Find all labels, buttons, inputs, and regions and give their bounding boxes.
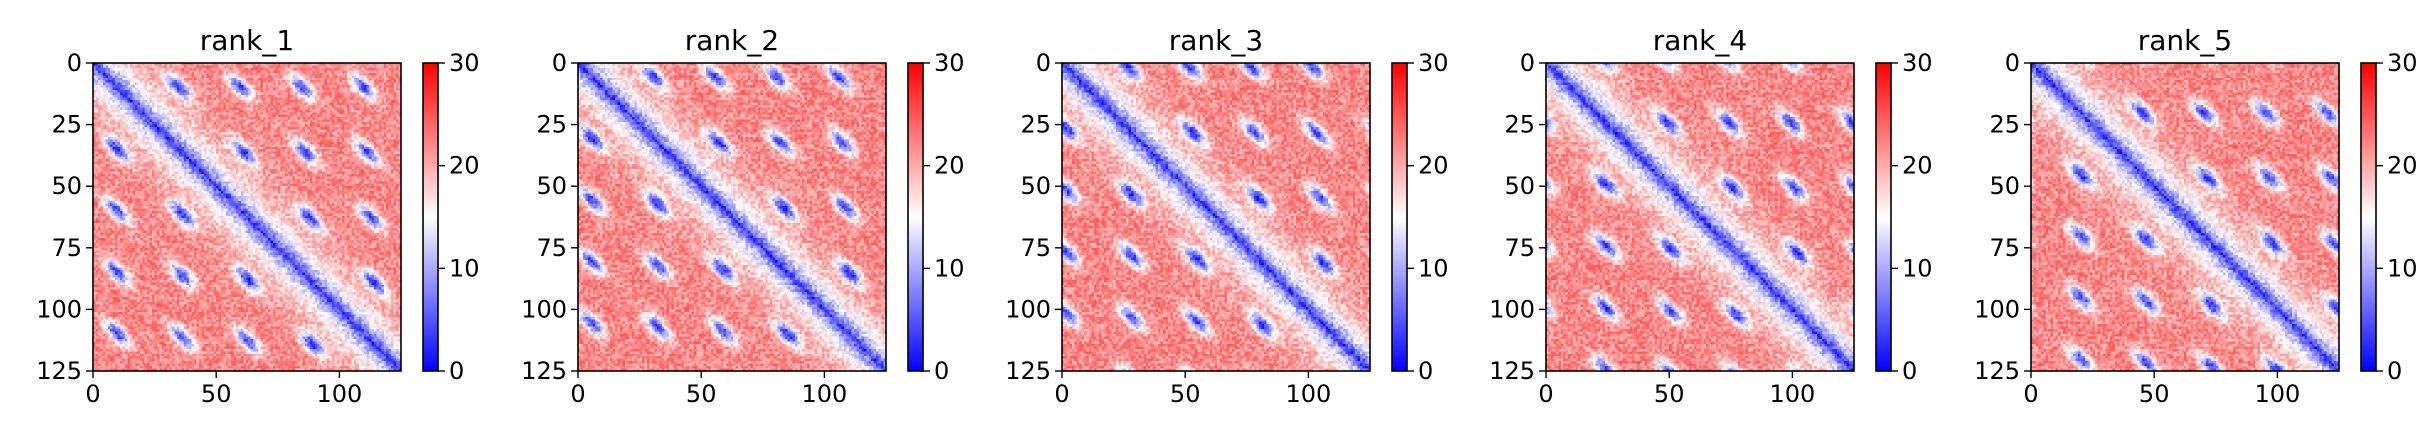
y-tick-label: 0 [552, 49, 567, 77]
x-tick-label: 100 [1285, 380, 1331, 408]
colorbar-tick-label: 0 [934, 357, 949, 385]
x-tick-label: 0 [2023, 380, 2038, 408]
x-tick-label: 50 [686, 380, 717, 408]
x-tick-label: 0 [1538, 380, 1553, 408]
colorbar-tick-label: 10 [2387, 254, 2418, 282]
colorbar [1392, 63, 1407, 371]
y-tick-label: 25 [536, 111, 567, 139]
colorbar-frame [907, 62, 924, 372]
y-tick-label: 25 [1989, 111, 2020, 139]
colorbar-tick-label: 30 [2387, 49, 2418, 77]
subplot-title: rank_4 [1653, 24, 1747, 57]
y-tick-label: 0 [1036, 49, 1051, 77]
y-tick-label: 50 [1020, 172, 1051, 200]
colorbar-tick-label: 10 [449, 254, 480, 282]
y-tick-label: 0 [67, 49, 82, 77]
y-tick-label: 100 [1005, 295, 1051, 323]
y-tick-label: 100 [1489, 295, 1535, 323]
heatmap-image [1546, 63, 1854, 371]
x-tick-label: 0 [1054, 380, 1069, 408]
x-tick-label: 100 [1769, 380, 1815, 408]
plot-frame [577, 62, 887, 372]
colorbar-tick-label: 10 [934, 254, 965, 282]
subplot-title: rank_1 [200, 24, 294, 57]
plot-frame [92, 62, 402, 372]
colorbar-frame [422, 62, 439, 372]
x-tick-label: 100 [316, 380, 362, 408]
y-tick-label: 50 [1504, 172, 1535, 200]
colorbar-tick-label: 30 [1418, 49, 1449, 77]
colorbar-tick-label: 10 [1418, 254, 1449, 282]
colorbar-frame [1875, 62, 1892, 372]
y-tick-label: 75 [1989, 234, 2020, 262]
colorbar-tick-label: 20 [1418, 152, 1449, 180]
heatmap-image [1062, 63, 1370, 371]
heatmap-image [2031, 63, 2339, 371]
colorbar-tick-label: 20 [1902, 152, 1933, 180]
colorbar-frame [2360, 62, 2377, 372]
colorbar-tick-label: 10 [1902, 254, 1933, 282]
x-tick-label: 0 [85, 380, 100, 408]
colorbar-frame [1391, 62, 1408, 372]
colorbar-tick-label: 30 [1902, 49, 1933, 77]
subplot-title: rank_5 [2138, 24, 2232, 57]
colorbar-tick-label: 0 [1418, 357, 1433, 385]
heatmap-image [93, 63, 401, 371]
x-tick-label: 50 [201, 380, 232, 408]
y-tick-label: 25 [1504, 111, 1535, 139]
x-tick-label: 100 [2254, 380, 2300, 408]
x-tick-label: 50 [1654, 380, 1685, 408]
y-tick-label: 50 [536, 172, 567, 200]
colorbar [423, 63, 438, 371]
plot-frame [1061, 62, 1371, 372]
y-tick-label: 100 [36, 295, 82, 323]
y-tick-label: 100 [521, 295, 567, 323]
subplot-title: rank_2 [685, 24, 779, 57]
colorbar-tick-label: 20 [934, 152, 965, 180]
subplot-title: rank_3 [1169, 24, 1263, 57]
y-tick-label: 75 [536, 234, 567, 262]
y-tick-label: 125 [521, 357, 567, 385]
y-tick-label: 125 [36, 357, 82, 385]
colorbar [2361, 63, 2376, 371]
colorbar-tick-label: 0 [1902, 357, 1917, 385]
y-tick-label: 75 [51, 234, 82, 262]
heatmap-image [578, 63, 886, 371]
y-tick-label: 25 [1020, 111, 1051, 139]
colorbar-tick-label: 20 [2387, 152, 2418, 180]
x-tick-label: 0 [570, 380, 585, 408]
y-tick-label: 125 [1005, 357, 1051, 385]
colorbar-tick-label: 30 [934, 49, 965, 77]
y-tick-label: 100 [1974, 295, 2020, 323]
colorbar [908, 63, 923, 371]
y-tick-label: 125 [1974, 357, 2020, 385]
colorbar-tick-label: 0 [2387, 357, 2402, 385]
x-tick-label: 50 [1170, 380, 1201, 408]
y-tick-label: 75 [1504, 234, 1535, 262]
colorbar [1876, 63, 1891, 371]
x-tick-label: 50 [2139, 380, 2170, 408]
plot-frame [1545, 62, 1855, 372]
x-tick-label: 100 [801, 380, 847, 408]
y-tick-label: 75 [1020, 234, 1051, 262]
colorbar-tick-label: 0 [449, 357, 464, 385]
y-tick-label: 50 [51, 172, 82, 200]
y-tick-label: 25 [51, 111, 82, 139]
plot-frame [2030, 62, 2340, 372]
y-tick-label: 50 [1989, 172, 2020, 200]
y-tick-label: 0 [2005, 49, 2020, 77]
y-tick-label: 0 [1520, 49, 1535, 77]
colorbar-tick-label: 30 [449, 49, 480, 77]
colorbar-tick-label: 20 [449, 152, 480, 180]
y-tick-label: 125 [1489, 357, 1535, 385]
